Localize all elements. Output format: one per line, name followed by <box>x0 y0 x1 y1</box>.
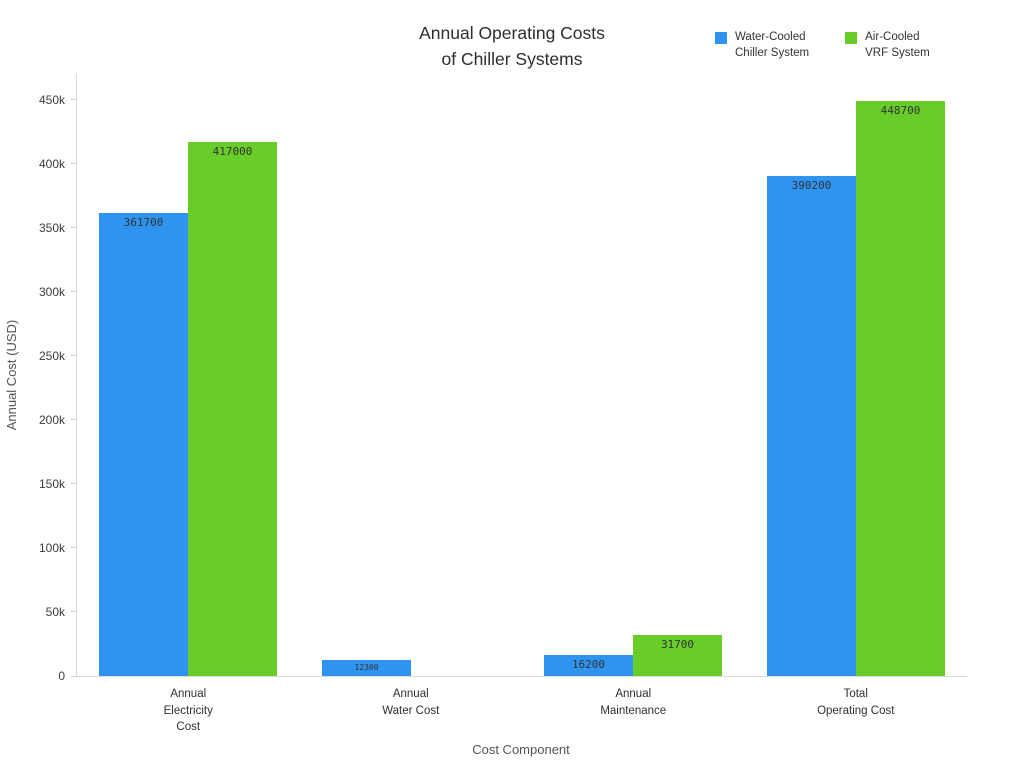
legend-item-air-cooled[interactable]: Air-Cooled VRF System <box>845 29 930 61</box>
y-tick-mark-icon <box>71 291 76 293</box>
bar-value-label: 361700 <box>123 216 164 229</box>
legend-label-line: Chiller System <box>735 47 810 59</box>
bar-value-label: 31700 <box>660 638 695 651</box>
bar-s1-c3[interactable] <box>544 655 633 676</box>
legend-item-water-cooled[interactable]: Water-Cooled Chiller System <box>715 29 809 61</box>
x-tick-label-line: Maintenance <box>600 704 667 717</box>
y-tick-label: 100k <box>38 540 65 555</box>
bar-s2-c3[interactable] <box>633 635 722 676</box>
x-tick-label-line: Water Cost <box>382 704 440 717</box>
x-tick-label: Total Operating Cost <box>766 686 946 719</box>
y-tick-label: 350k <box>38 220 65 235</box>
y-tick-label: 400k <box>38 156 65 171</box>
y-tick-mark-icon <box>71 355 76 357</box>
x-tick-label-line: Annual <box>170 688 207 700</box>
x-tick-label: Annual Water Cost <box>321 686 501 719</box>
x-tick-label-line: Electricity <box>163 704 213 717</box>
y-tick-mark-icon <box>71 227 76 229</box>
legend: Water-Cooled Chiller System Air-Cooled V… <box>715 29 930 61</box>
bar-s2-c1[interactable] <box>188 142 277 676</box>
x-tick-label-line: Annual <box>615 688 652 700</box>
bar-value-label: 390200 <box>791 179 832 192</box>
x-axis-title: Cost Component <box>472 742 570 757</box>
y-axis-title: Annual Cost (USD) <box>4 319 19 431</box>
y-tick-mark-icon <box>71 675 76 677</box>
legend-label-line: VRF System <box>865 47 930 59</box>
y-tick-label: 250k <box>38 348 65 363</box>
y-tick-mark-icon <box>71 611 76 613</box>
y-tick-mark-icon <box>71 163 76 165</box>
bar-s1-c1[interactable] <box>99 213 188 676</box>
bar-value-label: 16200 <box>571 658 606 671</box>
y-tick-label: 150k <box>38 476 65 491</box>
legend-label-water-cooled: Water-Cooled Chiller System <box>735 29 809 61</box>
y-tick-mark-icon <box>71 419 76 421</box>
bar-value-label: 12300 <box>354 663 379 672</box>
y-tick-label: 200k <box>38 412 65 427</box>
y-tick-label: 450k <box>38 92 65 107</box>
legend-swatch-water-cooled-icon <box>715 32 727 44</box>
x-tick-label-line: Operating Cost <box>817 704 895 717</box>
bar-s1-c4[interactable] <box>767 176 856 676</box>
bar-value-label: 448700 <box>880 104 921 117</box>
bar-s2-c4[interactable] <box>856 101 945 676</box>
chart-title-line2: of Chiller Systems <box>441 49 583 69</box>
y-tick-mark-icon <box>71 483 76 485</box>
legend-swatch-air-cooled-icon <box>845 32 858 44</box>
chart-title-line1: Annual Operating Costs <box>419 23 605 43</box>
x-tick-label: Annual Electricity Cost <box>98 686 278 736</box>
bar-s1-c2[interactable] <box>322 660 411 676</box>
y-tick-label: 300k <box>38 284 65 299</box>
x-tick-label-line: Annual <box>392 688 429 700</box>
legend-label-line: Air-Cooled <box>865 31 920 43</box>
x-tick-label: Annual Maintenance <box>543 686 723 719</box>
y-tick-mark-icon <box>71 547 76 549</box>
chart-title: Annual Operating Costs of Chiller System… <box>0 20 1024 72</box>
y-tick-label: 0 <box>58 669 65 683</box>
x-tick-label-line: Cost <box>176 721 201 733</box>
plot-area: 0 50k 100k 150k 200k 250k 300k 350k 400k 450k 3617… <box>39 74 967 733</box>
bar-value-label: 417000 <box>212 145 253 158</box>
x-tick-label-line: Total <box>843 688 868 700</box>
legend-label-air-cooled: Air-Cooled VRF System <box>865 29 930 61</box>
legend-label-line: Water-Cooled <box>735 31 806 43</box>
y-tick-mark-icon <box>71 99 76 101</box>
y-tick-label: 50k <box>45 604 65 619</box>
